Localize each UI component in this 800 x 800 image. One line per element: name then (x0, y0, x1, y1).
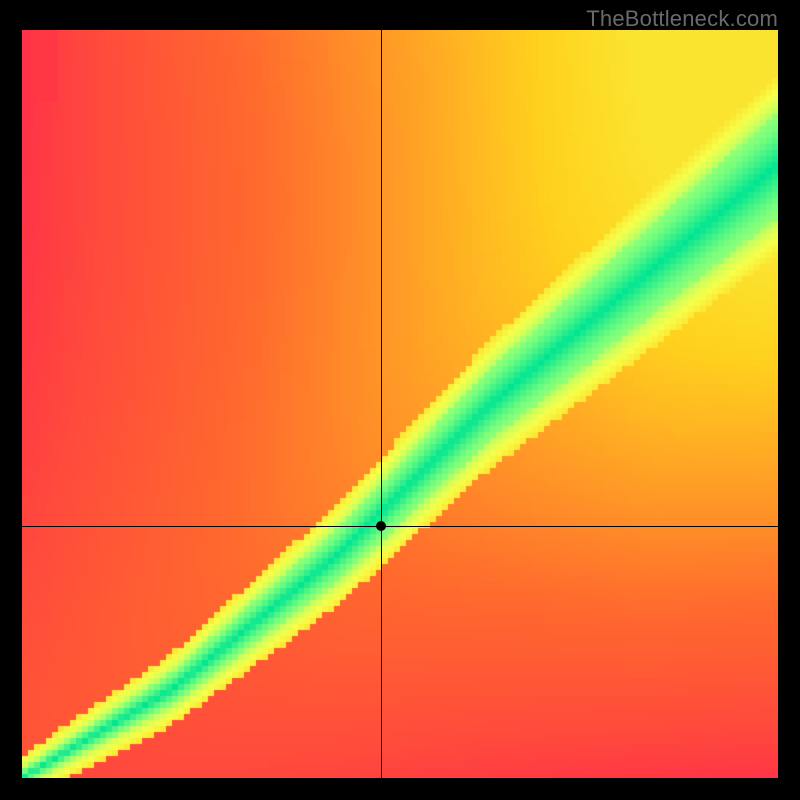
watermark-text: TheBottleneck.com (586, 6, 778, 32)
plot-area (22, 30, 778, 778)
figure-container: TheBottleneck.com (0, 0, 800, 800)
heatmap-canvas (22, 30, 778, 778)
